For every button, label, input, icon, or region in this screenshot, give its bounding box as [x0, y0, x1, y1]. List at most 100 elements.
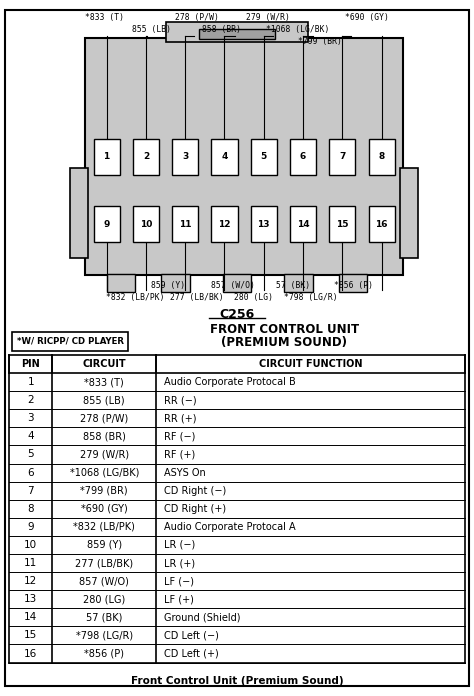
Text: CD Right (+): CD Right (+): [164, 504, 226, 514]
Text: 57 (BK): 57 (BK): [276, 281, 310, 290]
Bar: [223, 274, 251, 292]
Text: *1068 (LG/BK): *1068 (LG/BK): [266, 25, 329, 33]
Text: 278 (P/W): 278 (P/W): [80, 413, 128, 423]
Text: *799 (BR): *799 (BR): [81, 486, 128, 496]
Text: 857 (W/O): 857 (W/O): [79, 576, 129, 586]
Text: 6: 6: [27, 468, 34, 477]
Text: LF (−): LF (−): [164, 576, 193, 586]
Text: 2: 2: [143, 152, 149, 161]
Text: 16: 16: [375, 220, 388, 228]
Bar: [94, 206, 119, 242]
Text: LF (+): LF (+): [164, 594, 193, 604]
Text: Front Control Unit (Premium Sound): Front Control Unit (Premium Sound): [131, 676, 343, 686]
Bar: [290, 206, 316, 242]
Bar: [9, 355, 465, 373]
Text: 855 (LB): 855 (LB): [132, 25, 171, 33]
Text: LR (−): LR (−): [164, 540, 195, 550]
Text: 858 (BR): 858 (BR): [202, 25, 241, 33]
Bar: [133, 139, 159, 175]
Text: 278 (P/W): 278 (P/W): [175, 13, 219, 22]
Text: *833 (T): *833 (T): [85, 13, 124, 22]
Bar: [400, 168, 418, 258]
Text: CD Left (+): CD Left (+): [164, 649, 219, 658]
Text: CD Right (−): CD Right (−): [164, 486, 226, 496]
Text: 11: 11: [24, 558, 37, 568]
Text: 277 (LB/BK): 277 (LB/BK): [170, 293, 224, 301]
Text: 5: 5: [261, 152, 267, 161]
Text: 14: 14: [24, 612, 37, 622]
Text: *856 (P): *856 (P): [84, 649, 124, 658]
Text: 10: 10: [140, 220, 152, 228]
Text: *690 (GY): *690 (GY): [346, 13, 389, 22]
Text: 1: 1: [103, 152, 110, 161]
Text: 277 (LB/BK): 277 (LB/BK): [75, 558, 133, 568]
Text: *832 (LB/PK): *832 (LB/PK): [73, 522, 135, 532]
Text: 7: 7: [27, 486, 34, 496]
Text: PIN: PIN: [21, 359, 40, 369]
Bar: [161, 274, 190, 292]
Text: C256: C256: [219, 308, 255, 321]
Text: *798 (LG/R): *798 (LG/R): [76, 631, 133, 640]
Text: RF (+): RF (+): [164, 450, 195, 459]
Bar: [172, 139, 198, 175]
Text: 7: 7: [339, 152, 346, 161]
Text: CD Left (−): CD Left (−): [164, 631, 219, 640]
Bar: [94, 139, 119, 175]
Text: 9: 9: [103, 220, 110, 228]
Bar: [369, 206, 394, 242]
Text: 280 (LG): 280 (LG): [83, 594, 126, 604]
Text: Audio Corporate Protocal B: Audio Corporate Protocal B: [164, 377, 295, 387]
Text: 6: 6: [300, 152, 306, 161]
Bar: [199, 29, 275, 39]
Text: 4: 4: [221, 152, 228, 161]
Text: 11: 11: [179, 220, 191, 228]
Text: Ground (Shield): Ground (Shield): [164, 612, 240, 622]
Text: 3: 3: [182, 152, 188, 161]
Text: ASYS On: ASYS On: [164, 468, 205, 477]
Text: 8: 8: [378, 152, 385, 161]
Bar: [211, 206, 237, 242]
Bar: [290, 139, 316, 175]
Bar: [172, 206, 198, 242]
Text: 1: 1: [27, 377, 34, 387]
Bar: [166, 22, 308, 42]
Text: 2: 2: [27, 395, 34, 405]
Text: 858 (BR): 858 (BR): [83, 432, 126, 441]
Text: LR (+): LR (+): [164, 558, 195, 568]
Text: 855 (LB): 855 (LB): [83, 395, 125, 405]
Text: (PREMIUM SOUND): (PREMIUM SOUND): [221, 336, 347, 349]
Text: 13: 13: [24, 594, 37, 604]
Text: CIRCUIT: CIRCUIT: [82, 359, 126, 369]
Text: 8: 8: [27, 504, 34, 514]
Text: 280 (LG): 280 (LG): [234, 293, 273, 301]
Text: 857 (W/O): 857 (W/O): [211, 281, 255, 290]
Bar: [12, 332, 128, 351]
Text: 12: 12: [218, 220, 231, 228]
Bar: [329, 139, 356, 175]
Text: *1068 (LG/BK): *1068 (LG/BK): [70, 468, 139, 477]
Text: Audio Corporate Protocal A: Audio Corporate Protocal A: [164, 522, 295, 532]
Bar: [329, 206, 356, 242]
Text: 12: 12: [24, 576, 37, 586]
Text: 279 (W/R): 279 (W/R): [246, 13, 290, 22]
Text: 15: 15: [336, 220, 348, 228]
Text: 13: 13: [257, 220, 270, 228]
Text: RR (+): RR (+): [164, 413, 196, 423]
Bar: [369, 139, 394, 175]
Text: RR (−): RR (−): [164, 395, 196, 405]
Text: *799 (BR): *799 (BR): [298, 38, 342, 46]
Text: *856 (P): *856 (P): [334, 281, 373, 290]
Text: 16: 16: [24, 649, 37, 658]
Bar: [211, 139, 237, 175]
Text: *690 (GY): *690 (GY): [81, 504, 128, 514]
Bar: [251, 206, 277, 242]
Text: *W/ RICPP/ CD PLAYER: *W/ RICPP/ CD PLAYER: [17, 337, 124, 345]
Text: *833 (T): *833 (T): [84, 377, 124, 387]
Text: FRONT CONTROL UNIT: FRONT CONTROL UNIT: [210, 324, 359, 336]
Bar: [107, 274, 135, 292]
Text: 10: 10: [24, 540, 37, 550]
Bar: [70, 168, 88, 258]
Bar: [251, 139, 277, 175]
Bar: [284, 274, 313, 292]
Bar: [339, 274, 367, 292]
